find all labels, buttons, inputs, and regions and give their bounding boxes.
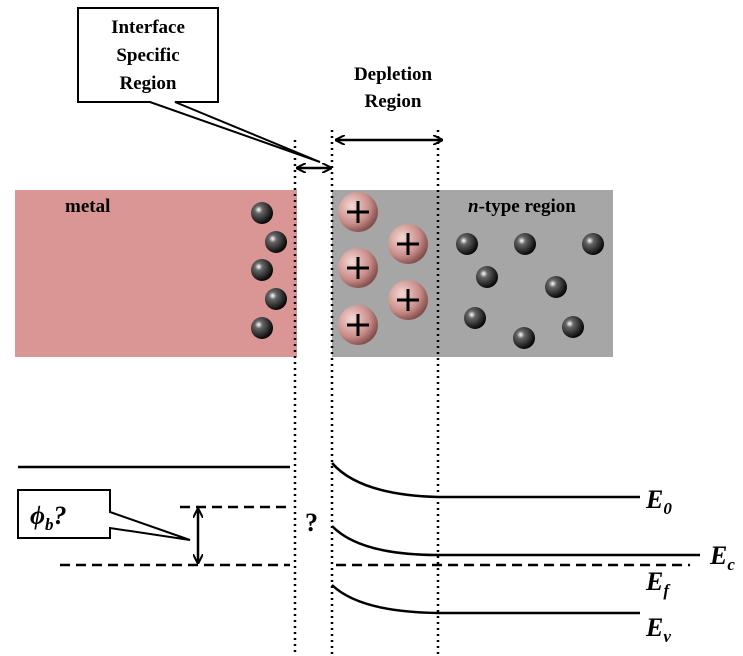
callout-text: Interface — [111, 17, 185, 38]
level-label: E0 — [645, 485, 672, 518]
level-label: Ef — [645, 567, 671, 600]
depletion-label: Region — [365, 91, 422, 112]
callout-text: Specific — [116, 45, 179, 66]
metal-label: metal — [65, 196, 110, 217]
phi-sub: b — [45, 515, 54, 534]
phi: ϕ — [30, 501, 45, 530]
callout-text: Region — [120, 73, 177, 94]
level-sub: 0 — [663, 499, 672, 518]
unknown: ? — [305, 508, 318, 537]
level-label: Ec — [709, 541, 735, 574]
level-sub: f — [663, 581, 671, 600]
level-main: E — [645, 485, 663, 514]
n-letter: n — [468, 196, 479, 217]
level-main: E — [709, 541, 727, 570]
diagram: Interface Specific Region Depletion Regi… — [0, 0, 743, 656]
level-label: Ev — [645, 613, 671, 646]
level-main: E — [645, 613, 663, 642]
n-region-label: n-type region — [468, 196, 576, 217]
phi-suffix: ? — [54, 501, 67, 530]
level-sub: c — [727, 555, 735, 574]
band-lines — [18, 463, 700, 613]
depletion-label: Depletion — [354, 64, 433, 85]
n-rest: -type region — [479, 196, 577, 217]
level-main: E — [645, 567, 663, 596]
level-sub: v — [663, 627, 671, 646]
